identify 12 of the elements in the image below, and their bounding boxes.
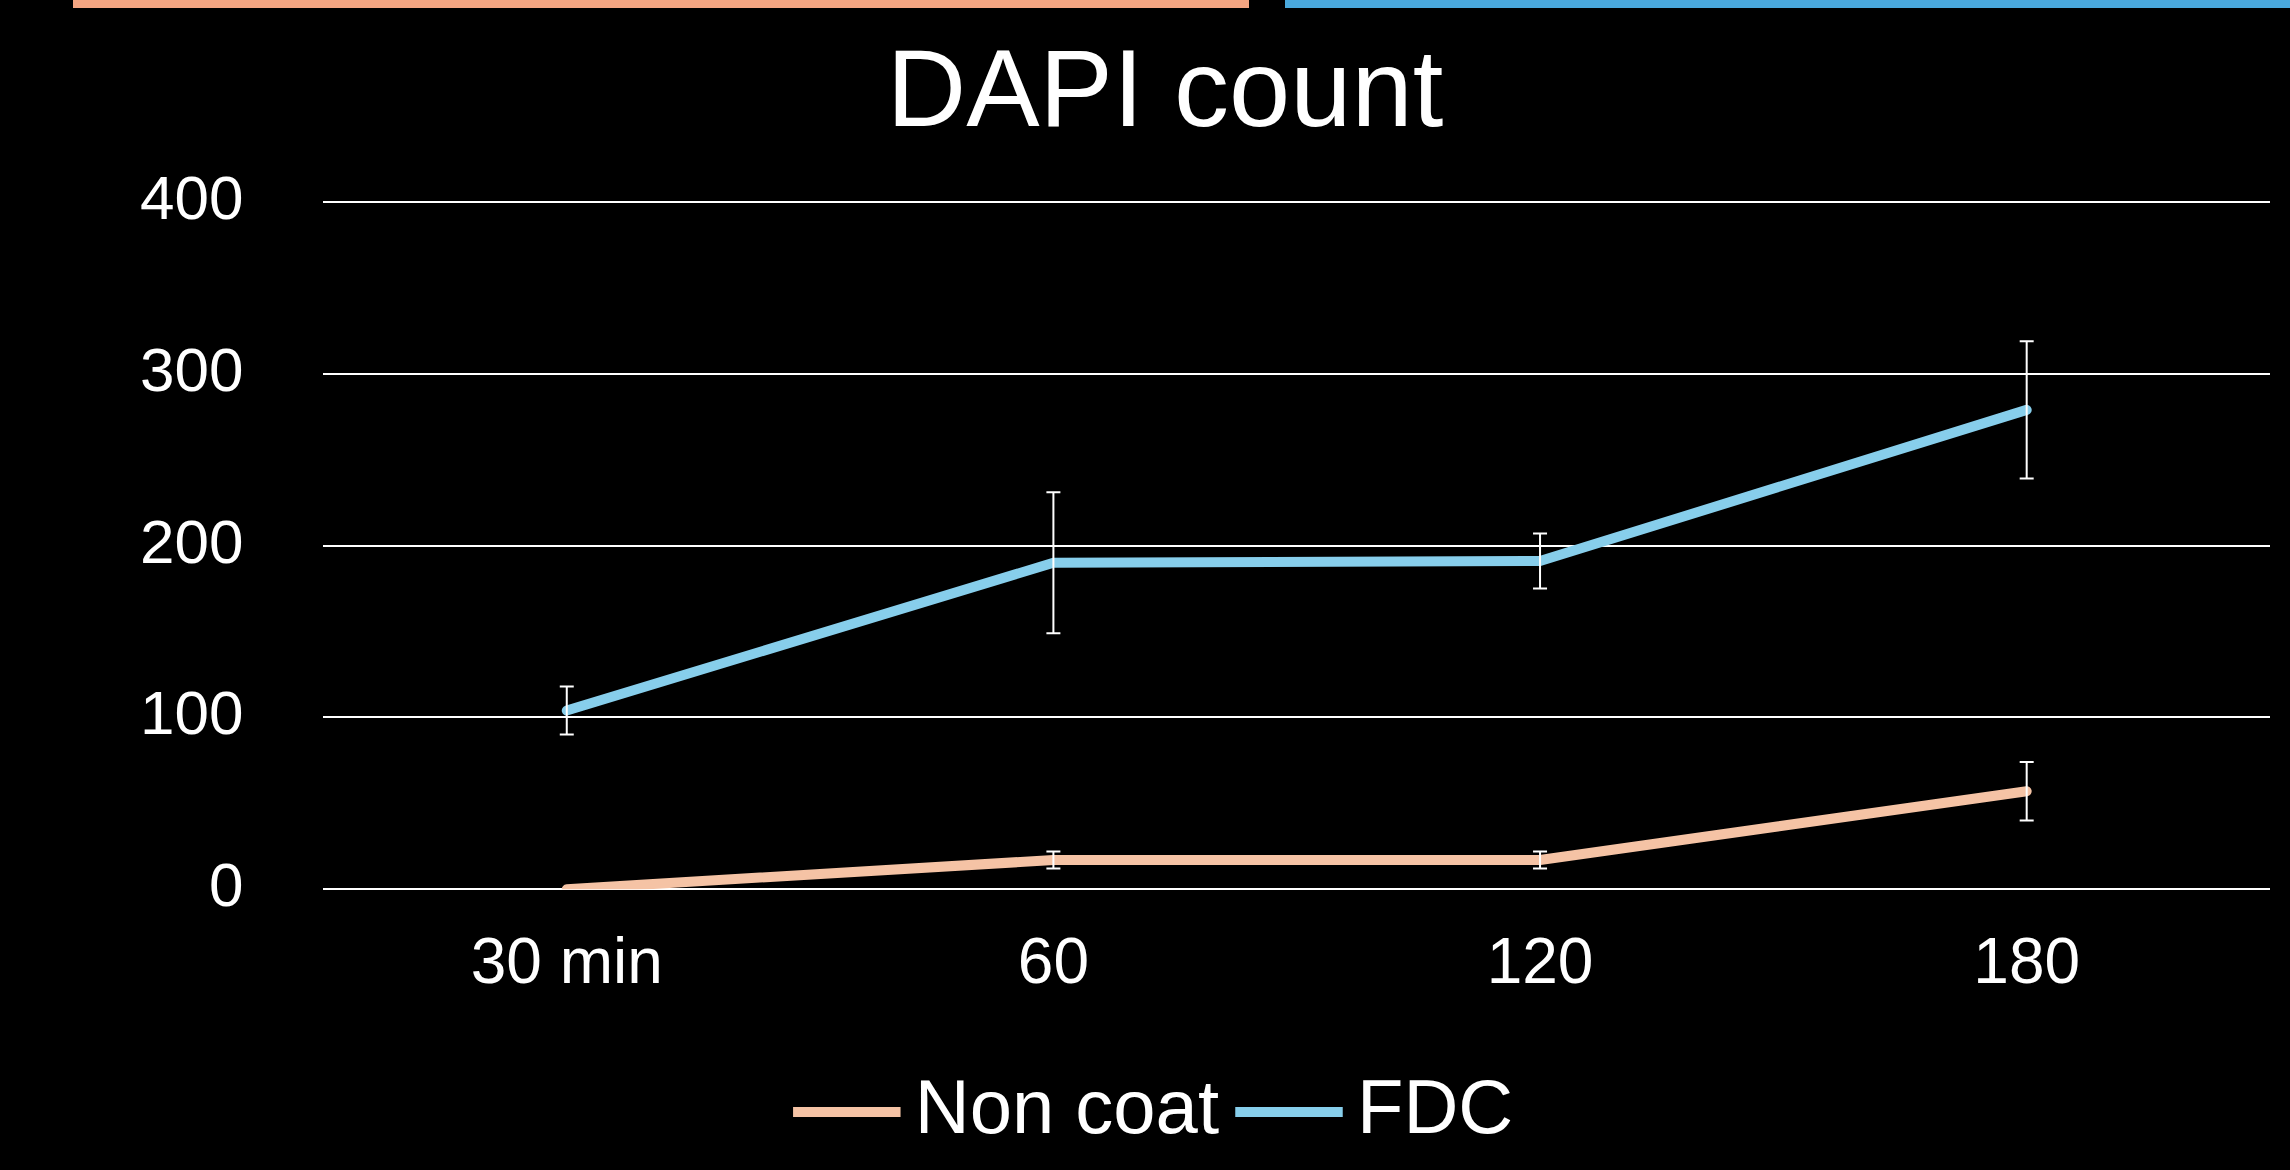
x-tick-label: 30 min: [470, 925, 663, 998]
legend-label: Non coat: [914, 1063, 1219, 1149]
chart-title: DAPI count: [886, 26, 1444, 150]
y-tick-label: 100: [139, 678, 244, 748]
y-tick-label: 400: [139, 163, 244, 233]
x-tick-label: 180: [1973, 925, 2081, 998]
x-tick-label: 60: [1017, 925, 1089, 998]
y-tick-label: 300: [139, 334, 244, 404]
legend-label: FDC: [1357, 1063, 1514, 1149]
x-tick-label: 120: [1486, 925, 1594, 998]
y-tick-label: 0: [208, 850, 244, 920]
y-tick-label: 200: [139, 506, 244, 576]
